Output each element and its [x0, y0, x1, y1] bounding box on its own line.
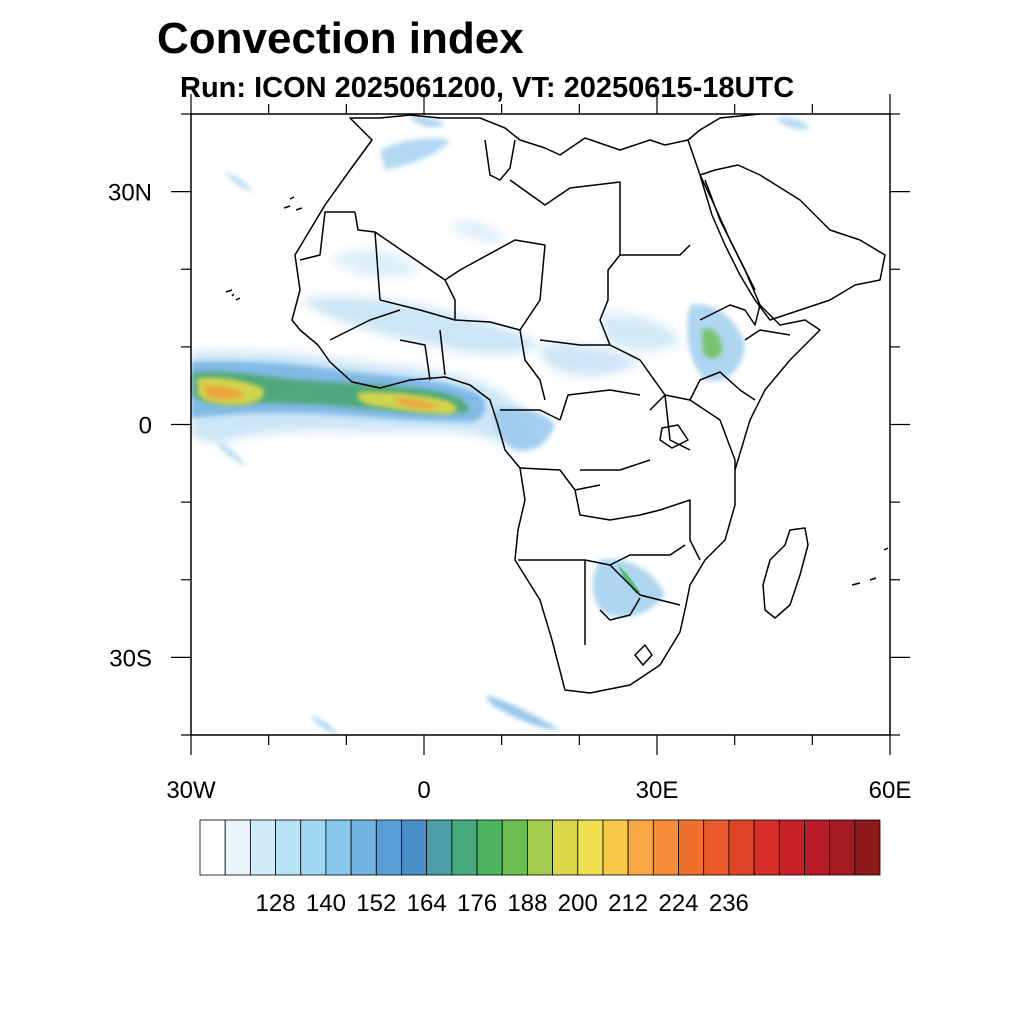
colorbar-swatch — [829, 819, 856, 876]
colorbar-swatch — [652, 819, 679, 876]
colorbar-swatch — [401, 819, 428, 876]
cape-verde-islands — [225, 289, 241, 301]
page-subtitle: Run: ICON 2025061200, VT: 20250615-18UTC — [180, 72, 795, 104]
colorbar-label: 140 — [306, 890, 346, 917]
colorbar-label: 200 — [558, 890, 598, 917]
madagascar-coastline — [762, 527, 809, 619]
lon-tick-label: 0 — [417, 777, 430, 804]
colorbar-swatch — [300, 819, 327, 876]
page-title: Convection index — [157, 14, 524, 63]
axis-ticks — [171, 94, 910, 755]
colorbar-label: 176 — [457, 890, 497, 917]
colorbar-swatch — [350, 819, 377, 876]
colorbar-swatch — [501, 819, 528, 876]
convection-area-mediterranean — [380, 115, 450, 170]
arabian-peninsula-coastline — [699, 164, 886, 321]
colorbar-label: 152 — [356, 890, 396, 917]
colorbar-swatch — [577, 819, 604, 876]
lake-victoria — [659, 424, 689, 449]
colorbar-swatch — [527, 819, 553, 876]
colorbar-label: 212 — [608, 890, 648, 917]
colorbar-swatch — [451, 819, 478, 876]
colorbar-label: 224 — [658, 890, 698, 917]
precipitation-field — [191, 115, 810, 735]
colorbar — [199, 819, 881, 876]
country-borders — [299, 139, 791, 645]
canary-islands — [283, 196, 303, 211]
africa-coastline — [291, 114, 821, 694]
convection-area-zambezi — [618, 565, 640, 594]
lat-tick-label: 30N — [108, 180, 152, 207]
convection-area-west-africa-core — [203, 385, 438, 409]
convection-area-arabia-north — [775, 117, 810, 130]
colorbar-swatch — [552, 819, 579, 876]
convection-area-congo — [494, 408, 555, 451]
lon-tick-label: 30W — [166, 777, 216, 804]
lesotho-border — [634, 644, 653, 666]
convection-area-sahara — [330, 220, 505, 278]
colorbar-swatch — [854, 819, 881, 876]
colorbar-label: 188 — [507, 890, 547, 917]
colorbar-swatch — [804, 819, 831, 876]
mascarene-islands — [851, 547, 889, 586]
colorbar-swatch — [199, 819, 226, 876]
colorbar-swatch — [249, 819, 276, 876]
convection-area-west-africa-yellow — [197, 377, 457, 414]
colorbar-swatch — [778, 819, 805, 876]
colorbar-swatch — [602, 819, 629, 876]
lat-tick-label: 30S — [109, 645, 152, 672]
colorbar-label: 128 — [256, 890, 296, 917]
colorbar-label: 236 — [709, 890, 749, 917]
axis-tick-labels: 30W 0 30E 60E 30N 0 30S — [108, 180, 911, 804]
colorbar-swatch — [476, 819, 503, 876]
colorbar-swatch — [426, 819, 453, 876]
red-sea-line — [704, 179, 756, 291]
coastlines-and-borders — [225, 114, 889, 694]
colorbar-swatch — [224, 819, 251, 876]
convection-area-southwest-atlantic — [310, 715, 338, 735]
colorbar-swatch — [728, 819, 755, 876]
colorbar-swatch — [703, 819, 730, 876]
convection-area-sudan — [600, 313, 680, 352]
levant-coastline — [687, 114, 761, 141]
colorbar-swatch — [275, 819, 302, 876]
lat-tick-label: 0 — [139, 413, 152, 440]
colorbar-swatch — [678, 819, 705, 876]
colorbar-swatch — [753, 819, 780, 876]
convection-area-atlantic-north — [225, 172, 252, 192]
lon-tick-label: 60E — [869, 777, 912, 804]
convection-area-ethiopia-green — [702, 328, 722, 359]
colorbar-label: 164 — [407, 890, 447, 917]
convection-area-central-africa — [539, 343, 640, 376]
colorbar-swatch — [325, 819, 352, 876]
colorbar-labels: 128 140 152 164 176 188 200 212 224 236 — [256, 890, 749, 917]
lon-tick-label: 30E — [636, 777, 679, 804]
colorbar-swatch — [627, 819, 654, 876]
convection-area-south-atlantic — [485, 695, 560, 730]
colorbar-swatch — [375, 819, 402, 876]
convection-area-sahel — [300, 296, 540, 355]
convection-area-atlantic-south — [215, 440, 246, 466]
convection-area-southern-africa — [592, 559, 665, 618]
